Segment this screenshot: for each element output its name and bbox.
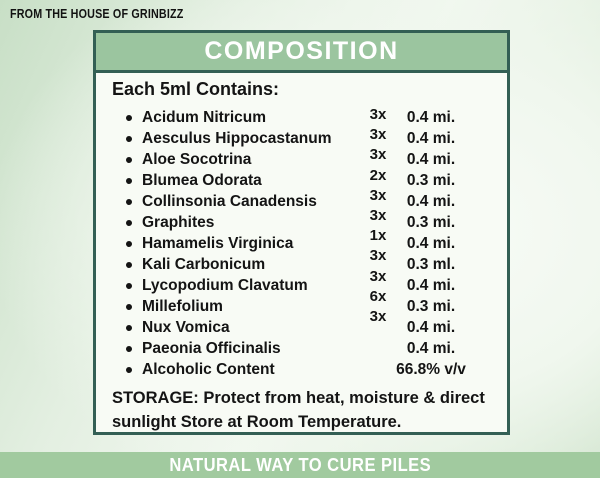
bullet-icon <box>126 156 132 163</box>
brand-tagline: FROM THE HOUSE OF GRINBIZZ <box>10 7 184 21</box>
footer-banner-text: NATURAL WAY TO CURE PILES <box>169 454 431 475</box>
bullet-icon <box>126 114 132 121</box>
ingredient-qty: 0.4 mi. <box>406 129 456 147</box>
ingredient-qty: 0.3 mi. <box>406 297 456 315</box>
bullet-icon <box>126 198 132 205</box>
ingredient-qty: 0.4 mi. <box>406 318 456 336</box>
ingredient-name: Aesculus Hippocastanum <box>142 129 332 147</box>
contains-subtitle: Each 5ml Contains: <box>112 79 280 99</box>
bullet-icon <box>126 240 132 247</box>
ingredient-qty: 0.3 ml. <box>406 255 456 273</box>
bullet-icon <box>126 282 132 289</box>
ingredient-row: Lycopodium Clavatum 0.4 mi. <box>112 275 493 296</box>
footer-banner: NATURAL WAY TO CURE PILES <box>0 452 600 478</box>
ingredient-row: Kali Carbonicum 0.3 ml. <box>112 254 493 275</box>
bullet-icon <box>126 324 132 331</box>
ingredient-qty: 0.4 mi. <box>406 192 456 210</box>
ingredient-name: Kali Carbonicum <box>142 255 266 273</box>
bullet-icon <box>126 345 132 352</box>
ingredient-row: Acidum Nitricum 0.4 mi. <box>112 107 493 128</box>
ingredient-qty: 66.8% v/v <box>396 360 466 378</box>
ingredient-qty: 0.4 mi. <box>406 150 456 168</box>
ingredient-row: Nux Vomica 0.4 mi. <box>112 317 493 338</box>
bullet-icon <box>126 303 132 310</box>
composition-header: COMPOSITION <box>96 33 507 73</box>
ingredient-name: Aloe Socotrina <box>142 150 252 168</box>
ingredient-qty: 0.3 mi. <box>406 213 456 231</box>
ingredient-name: Acidum Nitricum <box>142 108 267 126</box>
ingredient-name: Collinsonia Canadensis <box>142 192 317 210</box>
ingredient-qty: 0.4 mi. <box>406 234 456 252</box>
ingredient-row: Paeonia Officinalis 0.4 mi. <box>112 338 493 359</box>
ingredient-name: Graphites <box>142 213 215 231</box>
ingredient-qty: 0.4 mi. <box>406 339 456 357</box>
ingredient-list: Acidum Nitricum 0.4 mi. Aesculus Hippoca… <box>112 106 493 380</box>
ingredient-qty: 0.3 mi. <box>406 171 456 189</box>
ingredient-qty: 0.4 mi. <box>406 108 456 126</box>
bullet-icon <box>126 261 132 268</box>
ingredient-row: Aloe Socotrina 0.4 mi. <box>112 149 493 170</box>
ingredient-name: Millefolium <box>142 297 223 315</box>
composition-card: COMPOSITION Each 5ml Contains: Acidum Ni… <box>93 30 510 435</box>
composition-title: COMPOSITION <box>204 37 399 65</box>
ingredient-qty: 0.4 mi. <box>406 276 456 294</box>
ingredient-name: Paeonia Officinalis <box>142 339 281 357</box>
ingredient-row: Blumea Odorata 0.3 mi. <box>112 170 493 191</box>
ingredient-row: Hamamelis Virginica 0.4 mi. <box>112 233 493 254</box>
ingredient-row: Millefolium 0.3 mi. <box>112 296 493 317</box>
ingredient-name: Hamamelis Virginica <box>142 234 294 252</box>
ingredient-row: Graphites 0.3 mi. <box>112 212 493 233</box>
bullet-icon <box>126 366 132 373</box>
bullet-icon <box>126 135 132 142</box>
ingredient-row: Alcoholic Content 66.8% v/v <box>112 359 493 380</box>
bullet-icon <box>126 219 132 226</box>
ingredient-row: Aesculus Hippocastanum 0.4 mi. <box>112 128 493 149</box>
ingredient-name: Lycopodium Clavatum <box>142 276 308 294</box>
ingredient-name: Blumea Odorata <box>142 171 262 189</box>
composition-body: Each 5ml Contains: Acidum Nitricum 0.4 m… <box>96 73 507 434</box>
ingredient-name: Nux Vomica <box>142 318 230 336</box>
bullet-icon <box>126 177 132 184</box>
ingredient-row: Collinsonia Canadensis 0.4 mi. <box>112 191 493 212</box>
ingredient-name: Alcoholic Content <box>142 360 275 378</box>
storage-instructions: STORAGE: Protect from heat, moisture & d… <box>112 389 485 431</box>
